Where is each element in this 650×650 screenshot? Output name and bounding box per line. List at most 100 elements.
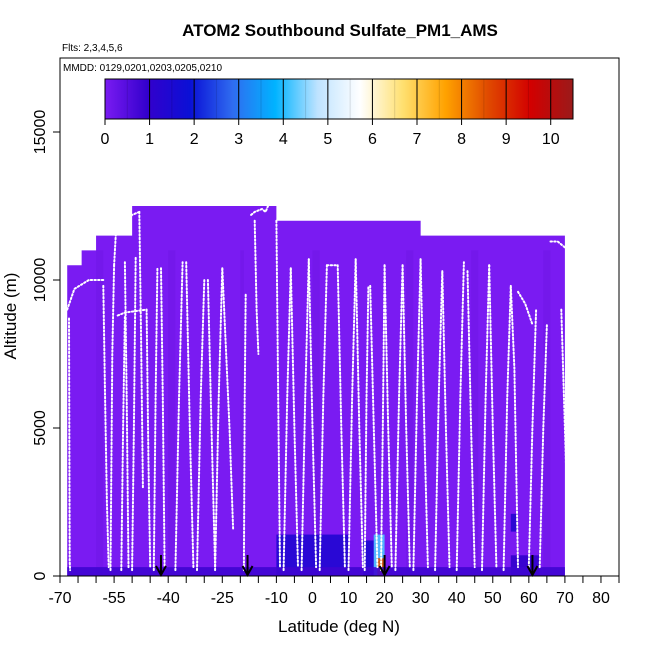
colorbar-tick-label: 5 — [323, 131, 332, 148]
flight-track — [549, 240, 566, 249]
curtain-patch — [67, 567, 565, 576]
arrows — [155, 555, 539, 578]
flight-track — [214, 267, 224, 572]
curtain-patch — [362, 540, 374, 576]
x-tick-label: 40 — [448, 590, 466, 607]
x-tick-label: -25 — [211, 590, 234, 607]
flight-track — [481, 264, 491, 572]
colorbar-tick-label: 0 — [101, 131, 110, 148]
colorbar-tick-label: 4 — [279, 131, 288, 148]
flight-track — [538, 323, 548, 569]
flight-track — [383, 264, 393, 569]
x-tick-label: 0 — [308, 590, 317, 607]
flight-track — [527, 308, 538, 569]
y-axis: 0 5000 10000 15000 — [32, 110, 60, 580]
flight-track — [250, 202, 271, 216]
flight-track — [138, 210, 144, 489]
x-tick-label: -10 — [265, 590, 288, 607]
colorbar-tick-label: 10 — [542, 131, 560, 148]
flight-track — [502, 284, 512, 572]
flight-track — [242, 293, 247, 572]
flight-track — [206, 279, 217, 569]
colorbar-tick-label: 9 — [502, 131, 511, 148]
colorbar-ramp — [105, 79, 573, 119]
colorbar-tick-label: 2 — [190, 131, 199, 148]
x-tick-label: 60 — [520, 590, 538, 607]
x-tick-label: -40 — [157, 590, 180, 607]
flight-track — [401, 264, 411, 569]
flight-track — [347, 258, 357, 572]
flight-track — [102, 284, 110, 569]
flight-track — [145, 308, 152, 569]
y-tick-label: 0 — [32, 571, 49, 580]
curtain-cell — [543, 250, 551, 576]
arrow-head — [378, 565, 391, 578]
flight-track — [152, 267, 159, 572]
dates-label: MMDD: 0129,0201,0203,0205,0210 — [63, 63, 222, 74]
flight-track — [66, 279, 105, 311]
curtain-cell — [312, 250, 320, 576]
flight-track — [221, 267, 235, 530]
colorbar-tick-label: 8 — [457, 131, 466, 148]
flight-track — [185, 261, 195, 569]
curtain-patch — [373, 534, 385, 576]
flight-track — [307, 258, 318, 569]
flight-track — [394, 264, 404, 572]
y-tick-label: 5000 — [32, 410, 49, 446]
flight-track — [363, 284, 370, 572]
curtain-cell — [168, 250, 176, 576]
flight-track — [318, 264, 328, 572]
flight-track — [253, 219, 260, 355]
flight-track — [300, 258, 310, 572]
curtain-cell — [406, 250, 414, 576]
flight-track — [412, 258, 422, 572]
chart-title: ATOM2 Southbound Sulfate_PM1_AMS — [182, 21, 498, 40]
flight-track — [380, 264, 386, 572]
flight-track — [434, 270, 444, 572]
flight-track — [354, 258, 364, 569]
flight-track — [289, 267, 299, 569]
flight-track — [113, 210, 141, 267]
curtain-cell — [96, 250, 104, 576]
y-tick-label: 15000 — [32, 110, 49, 155]
flight-track — [560, 308, 568, 489]
flight-track — [196, 279, 206, 572]
colorbar-tick-label: 6 — [368, 131, 377, 148]
x-axis: -70 -55 -40 -25 -10 0 10 20 30 40 50 60 70 80 — [48, 576, 620, 607]
flight-track — [174, 261, 184, 572]
arrow-head — [155, 565, 167, 578]
flight-track — [131, 255, 137, 572]
flight-track — [116, 308, 148, 317]
flight-track — [120, 314, 126, 572]
x-tick-label: 70 — [556, 590, 574, 607]
flight-track — [109, 264, 116, 572]
flight-track — [441, 270, 451, 569]
arrow-head — [241, 565, 254, 578]
plot-frame — [59, 57, 620, 577]
x-tick-label: 10 — [340, 590, 358, 607]
x-tick-label: -55 — [103, 590, 126, 607]
flight-track — [68, 317, 72, 572]
flights-label: Flts: 2,3,4,5,6 — [62, 43, 123, 54]
colorbar-tick-label: 1 — [145, 131, 154, 148]
y-axis-label: Altitude (m) — [1, 273, 20, 360]
x-axis-label: Latitude (deg N) — [278, 617, 400, 636]
flight-track — [455, 261, 465, 572]
flight-track — [282, 267, 292, 572]
flight-track — [336, 264, 346, 569]
x-tick-label: 30 — [412, 590, 430, 607]
flight-track — [517, 290, 534, 326]
curtain-patch — [510, 513, 519, 532]
flight-track — [466, 270, 476, 569]
x-tick-label: 20 — [376, 590, 394, 607]
curtain-cell — [471, 250, 479, 576]
x-tick-label: -70 — [48, 590, 71, 607]
y-tick-label: 10000 — [32, 258, 49, 303]
colorbar-tick-label: 3 — [234, 131, 243, 148]
flight-track — [488, 264, 498, 569]
flight-track — [509, 284, 519, 569]
flight-tracks — [66, 202, 568, 572]
x-tick-label: 50 — [484, 590, 502, 607]
flight-track — [419, 258, 429, 569]
